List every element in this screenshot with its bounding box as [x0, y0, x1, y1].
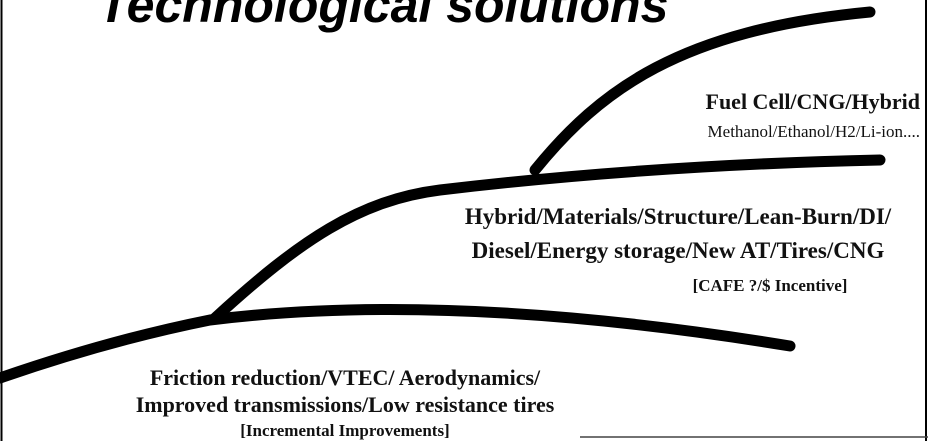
stage-note: [Incremental Improvements] [240, 421, 449, 440]
stage-line: Improved transmissions/Low resistance ti… [136, 392, 555, 417]
title: Technological solutions [98, 0, 668, 33]
stage-note: [CAFE ?/$ Incentive] [693, 276, 848, 295]
curves [0, 6, 886, 384]
curve-3 [529, 6, 876, 176]
curve-2 [209, 154, 886, 324]
stage-detail: Methanol/Ethanol/H2/Li-ion.... [708, 122, 920, 141]
curve-1 [0, 304, 796, 384]
stage-line: Diesel/Energy storage/New AT/Tires/CNG [472, 238, 885, 263]
stage-heading: Fuel Cell/CNG/Hybrid [706, 89, 921, 114]
stage-line: Hybrid/Materials/Structure/Lean-Burn/DI/ [465, 204, 892, 229]
stage-line: Friction reduction/VTEC/ Aerodynamics/ [150, 365, 541, 390]
